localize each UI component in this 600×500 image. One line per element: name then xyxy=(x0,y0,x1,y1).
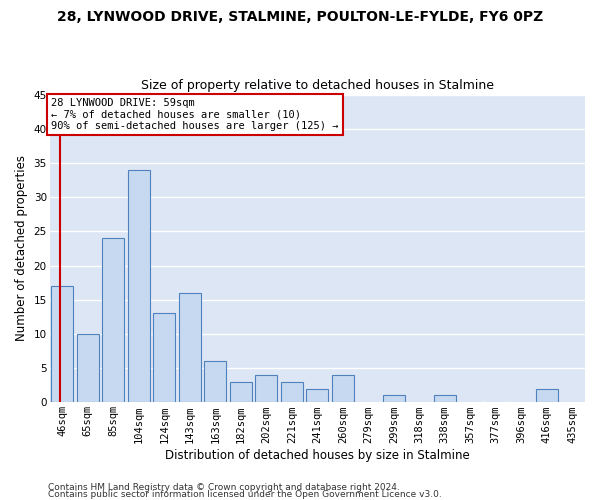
Bar xyxy=(332,375,353,402)
Bar xyxy=(307,388,328,402)
Bar xyxy=(205,361,226,403)
Bar xyxy=(77,334,98,402)
Text: Contains public sector information licensed under the Open Government Licence v3: Contains public sector information licen… xyxy=(48,490,442,499)
Bar xyxy=(154,314,175,402)
Bar xyxy=(281,382,302,402)
Bar xyxy=(103,238,124,402)
Bar xyxy=(536,388,557,402)
Bar xyxy=(256,375,277,402)
Text: 28 LYNWOOD DRIVE: 59sqm
← 7% of detached houses are smaller (10)
90% of semi-det: 28 LYNWOOD DRIVE: 59sqm ← 7% of detached… xyxy=(51,98,338,131)
Bar xyxy=(128,170,149,402)
Bar xyxy=(434,396,455,402)
Text: Contains HM Land Registry data © Crown copyright and database right 2024.: Contains HM Land Registry data © Crown c… xyxy=(48,484,400,492)
Text: 28, LYNWOOD DRIVE, STALMINE, POULTON-LE-FYLDE, FY6 0PZ: 28, LYNWOOD DRIVE, STALMINE, POULTON-LE-… xyxy=(57,10,543,24)
Bar xyxy=(52,286,73,403)
Bar xyxy=(383,396,404,402)
Bar xyxy=(179,293,200,403)
Bar xyxy=(230,382,251,402)
Y-axis label: Number of detached properties: Number of detached properties xyxy=(15,156,28,342)
Title: Size of property relative to detached houses in Stalmine: Size of property relative to detached ho… xyxy=(141,79,494,92)
X-axis label: Distribution of detached houses by size in Stalmine: Distribution of detached houses by size … xyxy=(165,450,470,462)
